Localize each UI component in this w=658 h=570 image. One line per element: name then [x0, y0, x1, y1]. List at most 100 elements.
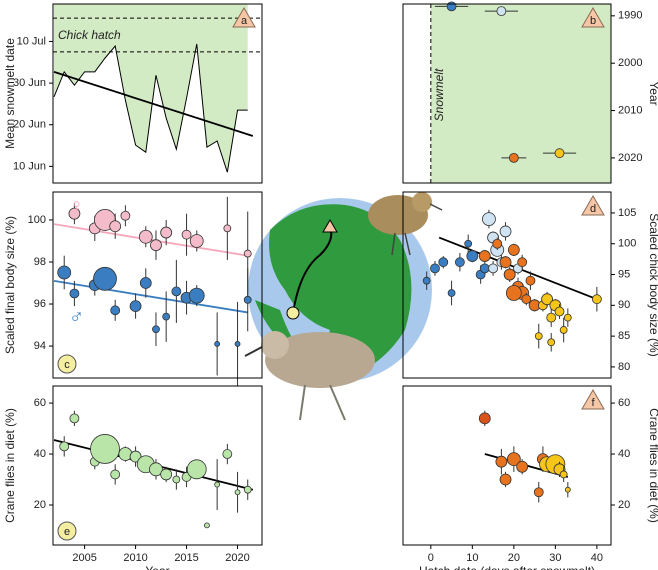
y-axis-label: Mean snowmelt date — [3, 38, 17, 149]
panel-label-shape — [232, 7, 256, 28]
point — [507, 243, 520, 256]
annotation: ♂ — [69, 306, 84, 328]
point — [181, 229, 192, 240]
y-tick-label: 2000 — [618, 57, 642, 69]
point — [149, 462, 163, 477]
point — [110, 469, 121, 480]
y-tick-label: 2020 — [618, 152, 642, 164]
point — [554, 148, 565, 159]
point — [120, 210, 131, 221]
point — [69, 288, 80, 299]
point — [57, 265, 72, 280]
x-tick-label: 2005 — [72, 552, 96, 564]
x-tick-label: 2010 — [123, 552, 147, 564]
migration-route — [292, 227, 333, 314]
globe-illustration — [244, 192, 443, 421]
annotation: Snowmelt — [432, 68, 446, 121]
point — [129, 300, 142, 313]
x-tick-label: 30 — [549, 552, 561, 564]
point — [186, 459, 207, 480]
panel-frame — [402, 191, 612, 379]
y-tick-label: 90 — [618, 299, 630, 311]
point — [559, 470, 568, 479]
point — [118, 447, 133, 461]
y-tick-label: 105 — [618, 207, 636, 219]
after-snowmelt-area — [430, 4, 611, 183]
panel-frame — [52, 385, 263, 546]
point — [150, 239, 162, 252]
point — [564, 486, 571, 493]
panel-label-shape — [581, 389, 605, 410]
adult-bird-legs — [299, 384, 346, 421]
trend-line — [53, 280, 248, 314]
x-tick-label: 20 — [508, 552, 520, 564]
point — [129, 450, 142, 463]
snowmelt-series — [53, 43, 248, 173]
site-marker — [322, 219, 338, 233]
panel-frame — [402, 3, 612, 184]
panel-background — [403, 386, 611, 545]
point — [171, 286, 182, 297]
point — [214, 481, 221, 488]
x-tick-label: 0 — [428, 552, 434, 564]
point — [525, 275, 536, 286]
point — [534, 332, 543, 341]
panel-label-shape — [581, 7, 605, 28]
adult-bird-bill — [244, 346, 263, 357]
trend-line — [53, 70, 254, 137]
point — [139, 277, 152, 289]
panel-frame — [52, 3, 263, 184]
point — [547, 338, 556, 347]
point — [438, 257, 449, 268]
point — [478, 250, 491, 262]
point — [160, 226, 173, 239]
point — [505, 285, 522, 301]
annotation: ♀ — [69, 195, 84, 217]
point — [563, 313, 572, 322]
panel-label-shape — [57, 521, 77, 541]
point — [488, 263, 498, 274]
point — [109, 220, 122, 233]
x-tick-label: 2020 — [225, 552, 249, 564]
adult-bird — [265, 332, 375, 388]
y-tick-label: 94 — [34, 340, 46, 352]
point — [479, 263, 490, 274]
point — [508, 153, 519, 163]
y-tick-label: 2010 — [618, 104, 642, 116]
point — [533, 487, 544, 498]
point — [492, 238, 503, 249]
site-marker — [286, 306, 300, 320]
y-axis-label: Crane flies in diet (%) — [647, 408, 658, 523]
point — [464, 239, 473, 248]
point — [499, 225, 512, 238]
point — [110, 305, 121, 316]
y-axis-label: Year — [647, 81, 658, 105]
point — [59, 441, 70, 452]
point — [499, 256, 512, 269]
point — [172, 475, 181, 484]
point — [422, 276, 431, 285]
y-tick-label: 60 — [618, 397, 630, 409]
y-tick-label: 30 Jun — [13, 77, 46, 89]
y-tick-label: 20 Jun — [13, 119, 46, 131]
y-axis-label: Scaled chick body size (%) — [647, 213, 658, 356]
point — [152, 325, 160, 334]
point — [68, 207, 81, 220]
point — [499, 473, 512, 486]
panel-label-shape — [57, 354, 77, 374]
x-axis-label: Hatch date (days after snowmelt) — [419, 564, 595, 570]
point — [234, 489, 241, 496]
point — [243, 485, 252, 494]
panel-label: b — [590, 15, 596, 27]
point — [90, 434, 120, 464]
y-tick-label: 60 — [34, 397, 46, 409]
panel-frame — [52, 191, 263, 379]
point — [521, 294, 532, 305]
y-tick-label: 20 — [34, 499, 46, 511]
annotation: Chick hatch — [58, 28, 121, 42]
panel-label: e — [64, 526, 70, 538]
point — [478, 412, 491, 425]
point — [517, 257, 528, 268]
x-tick-label: 2015 — [174, 552, 198, 564]
